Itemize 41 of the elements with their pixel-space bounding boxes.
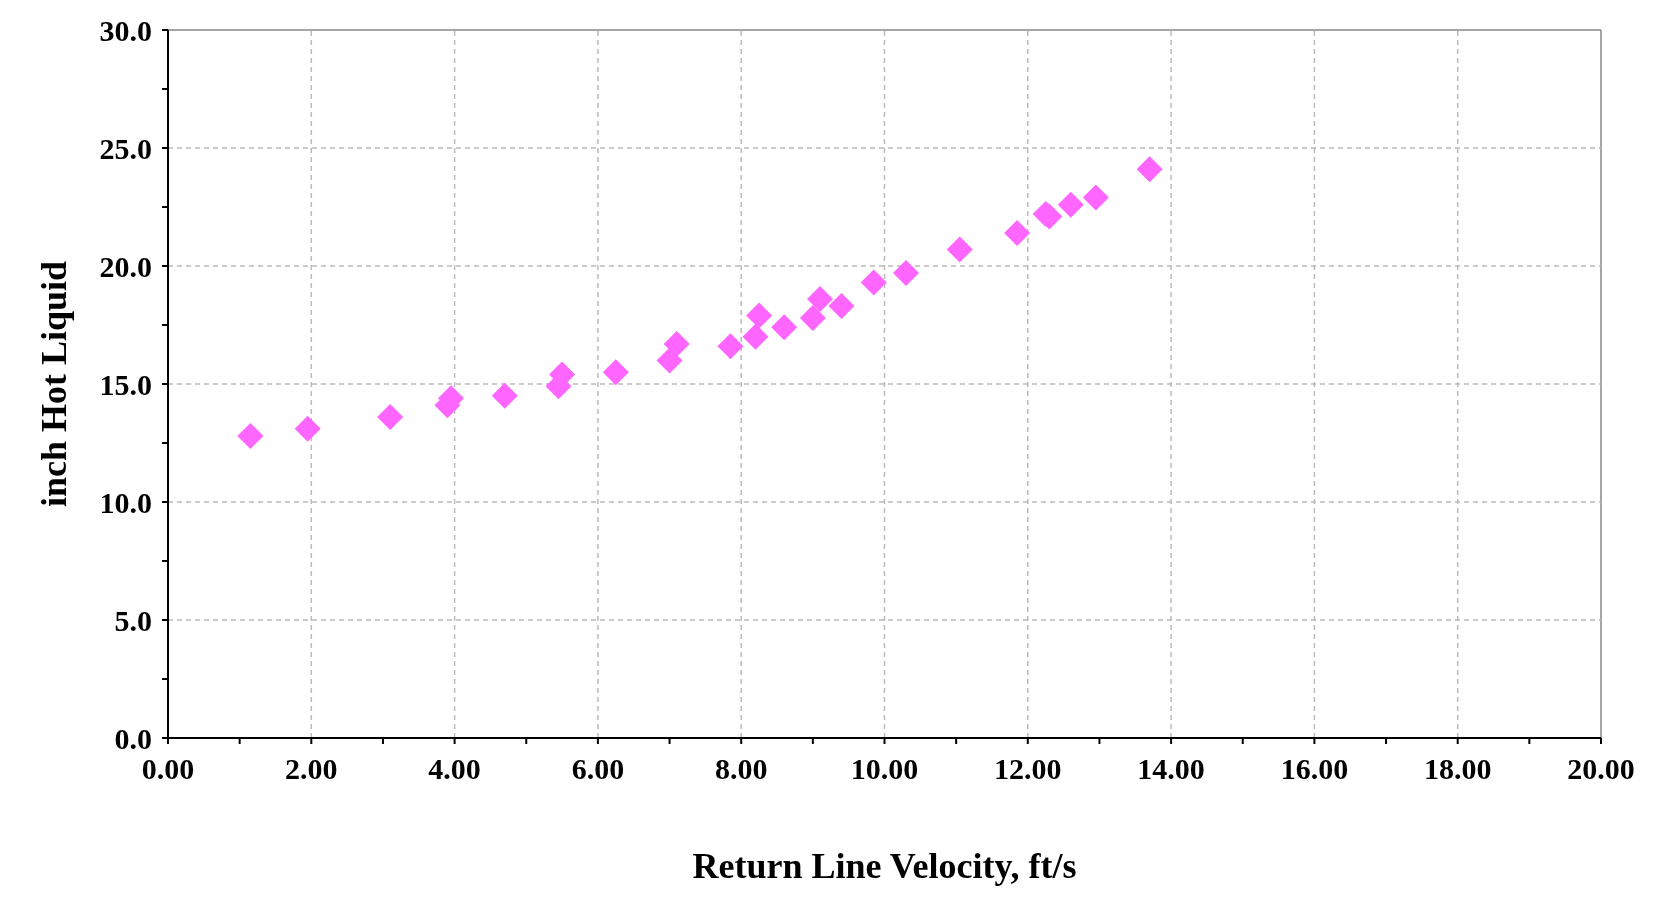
x-tick-label: 6.00: [571, 752, 625, 786]
y-tick-label: 30.0: [99, 13, 152, 47]
y-axis-title: inch Hot Liquid: [33, 260, 74, 508]
y-tick-label: 15.0: [99, 367, 152, 401]
point: [799, 304, 826, 331]
point: [746, 302, 773, 329]
x-tick-label: 0.00: [141, 752, 195, 786]
point: [1082, 184, 1109, 211]
point: [1136, 156, 1163, 183]
point: [663, 330, 690, 357]
point: [1057, 191, 1084, 218]
point: [377, 404, 404, 431]
point: [1004, 219, 1031, 246]
point: [717, 333, 744, 360]
y-tick-label: 5.0: [114, 603, 152, 637]
point: [294, 415, 321, 442]
x-tick-label: 14.00: [1137, 752, 1205, 786]
x-tick-label: 16.00: [1280, 752, 1349, 786]
x-tick-label: 10.00: [850, 752, 919, 786]
x-tick-label: 2.00: [285, 752, 338, 786]
x-tick-label: 20.00: [1567, 752, 1635, 786]
point: [771, 314, 798, 341]
point: [742, 323, 769, 350]
x-tick-label: 12.00: [994, 752, 1062, 786]
x-axis-title: Return Line Velocity, ft/s: [692, 846, 1077, 886]
point: [946, 236, 973, 263]
x-tick-label: 8.00: [714, 752, 768, 786]
point: [602, 359, 629, 386]
y-tick-label: 20.0: [99, 249, 152, 283]
point: [807, 286, 834, 313]
point: [491, 382, 518, 409]
point: [860, 269, 887, 296]
point: [237, 422, 264, 449]
point: [893, 260, 919, 287]
y-tick-label: 0.0: [114, 721, 152, 755]
y-tick-label: 10.0: [99, 485, 152, 519]
y-tick-label: 25.0: [99, 131, 152, 165]
x-tick-label: 18.00: [1423, 752, 1492, 786]
x-tick-label: 4.00: [428, 752, 481, 786]
point: [828, 293, 855, 320]
point: [656, 347, 683, 374]
